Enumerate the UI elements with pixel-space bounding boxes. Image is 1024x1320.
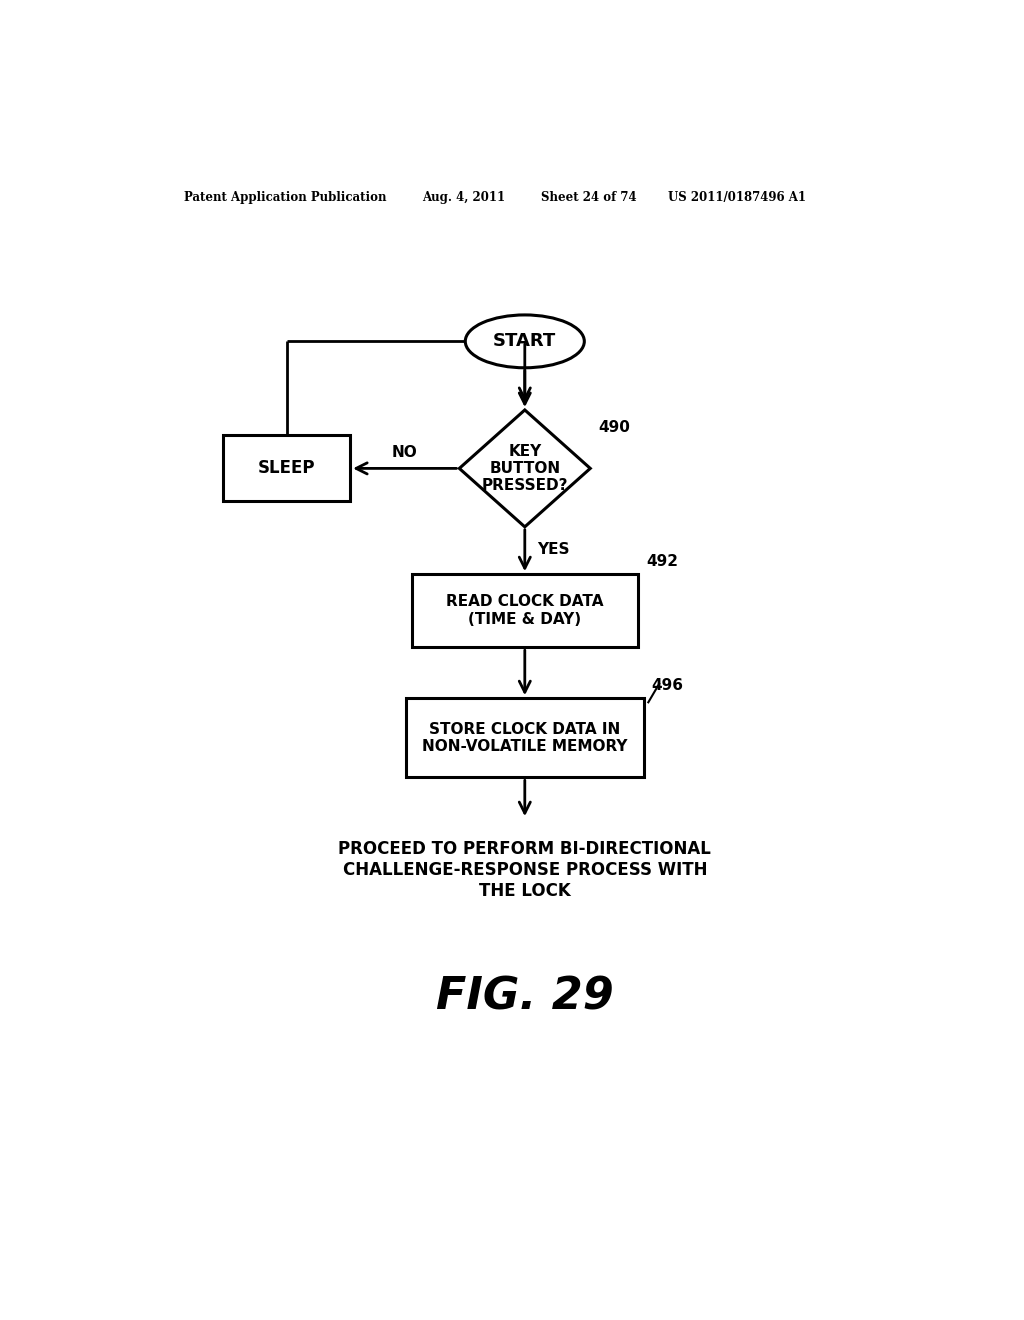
Text: Sheet 24 of 74: Sheet 24 of 74 xyxy=(541,190,636,203)
Bar xyxy=(412,574,638,647)
Text: SLEEP: SLEEP xyxy=(258,459,315,478)
Text: YES: YES xyxy=(537,543,569,557)
Text: KEY
BUTTON
PRESSED?: KEY BUTTON PRESSED? xyxy=(481,444,568,494)
Text: FIG. 29: FIG. 29 xyxy=(436,975,613,1019)
Text: READ CLOCK DATA
(TIME & DAY): READ CLOCK DATA (TIME & DAY) xyxy=(446,594,603,627)
Text: 496: 496 xyxy=(652,678,684,693)
Polygon shape xyxy=(460,411,590,527)
Text: NO: NO xyxy=(392,445,418,461)
Text: STORE CLOCK DATA IN
NON-VOLATILE MEMORY: STORE CLOCK DATA IN NON-VOLATILE MEMORY xyxy=(422,722,628,754)
Bar xyxy=(406,698,644,777)
Text: Patent Application Publication: Patent Application Publication xyxy=(183,190,386,203)
Text: PROCEED TO PERFORM BI-DIRECTIONAL
CHALLENGE-RESPONSE PROCESS WITH
THE LOCK: PROCEED TO PERFORM BI-DIRECTIONAL CHALLE… xyxy=(338,840,712,900)
Text: 492: 492 xyxy=(646,554,678,569)
Text: 490: 490 xyxy=(598,420,630,436)
Text: START: START xyxy=(494,333,556,350)
Text: Aug. 4, 2011: Aug. 4, 2011 xyxy=(422,190,505,203)
Bar xyxy=(223,436,350,502)
Ellipse shape xyxy=(465,315,585,368)
Text: US 2011/0187496 A1: US 2011/0187496 A1 xyxy=(668,190,806,203)
